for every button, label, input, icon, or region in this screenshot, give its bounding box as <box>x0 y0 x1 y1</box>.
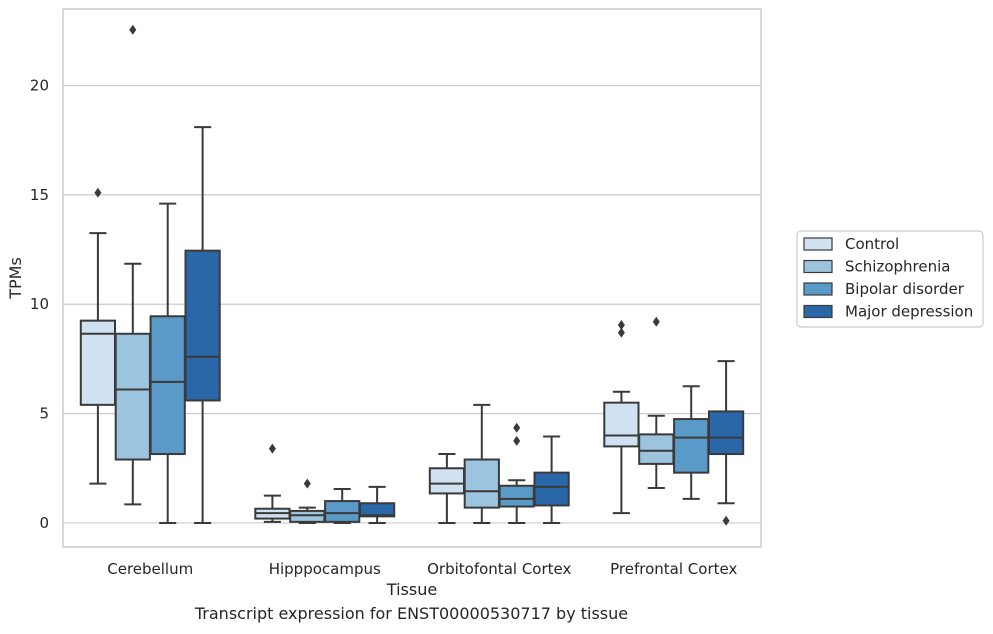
iqr-box <box>498 484 535 508</box>
legend-swatch <box>803 304 833 319</box>
iqr-box <box>289 509 326 523</box>
box-major-depression <box>184 126 221 524</box>
outlier-point <box>722 515 730 526</box>
legend-label: Major depression <box>845 303 973 321</box>
iqr-box <box>114 332 151 461</box>
legend: Control Schizophrenia Bipolar disorder Majo… <box>796 230 984 328</box>
box-schizophrenia <box>114 24 151 506</box>
box-major-depression <box>533 435 570 524</box>
box-control <box>254 443 291 523</box>
y-tick-label: 5 <box>39 405 49 423</box>
outlier-point <box>303 478 311 489</box>
outlier-point <box>513 422 521 433</box>
iqr-box <box>428 467 466 495</box>
iqr-box <box>603 401 640 448</box>
y-tick-labels: 0 5 10 15 20 <box>30 77 49 532</box>
box-bipolar-disorder <box>149 202 186 524</box>
box-bipolar-disorder <box>324 488 361 524</box>
box-groups <box>79 24 745 526</box>
box-major-depression <box>707 360 745 526</box>
box-schizophrenia <box>463 403 500 524</box>
chart-caption: Transcript expression for ENST0000053071… <box>194 604 629 623</box>
legend-swatch <box>803 259 833 274</box>
x-tick-label: Orbitofontal Cortex <box>427 560 571 578</box>
plot-frame <box>62 8 762 548</box>
legend-swatch <box>803 282 833 296</box>
x-tick-label: Prefrontal Cortex <box>610 560 737 578</box>
x-tick-label: Hipppocampus <box>269 560 381 578</box>
iqr-box <box>673 418 710 474</box>
outlier-point <box>617 327 625 338</box>
legend-label: Bipolar disorder <box>845 280 965 298</box>
box-control <box>603 320 640 515</box>
legend-label: Schizophrenia <box>845 258 950 276</box>
outlier-point <box>94 187 102 198</box>
outlier-point <box>129 24 137 35</box>
iqr-box <box>149 315 186 456</box>
y-tick-label: 20 <box>30 77 49 95</box>
iqr-box <box>184 249 221 402</box>
y-tick-label: 0 <box>39 514 49 532</box>
outlier-point <box>652 316 660 327</box>
legend-swatch <box>803 237 833 251</box>
outlier-point <box>617 320 625 331</box>
iqr-box <box>358 502 396 518</box>
iqr-box <box>463 458 500 509</box>
outlier-point <box>513 435 521 446</box>
box-bipolar-disorder <box>673 385 710 500</box>
legend-frame <box>796 230 984 328</box>
x-tick-label: Cerebellum <box>107 560 193 578</box>
y-tick-label: 10 <box>30 295 49 313</box>
y-axis-label: TPMs <box>6 257 25 300</box>
x-tick-labels: Cerebellum Hipppocampus Orbitofontal Corte… <box>107 560 737 578</box>
box-control <box>79 187 117 485</box>
iqr-box <box>533 471 570 507</box>
iqr-box <box>707 410 745 456</box>
box-schizophrenia <box>638 316 675 489</box>
box-major-depression <box>358 485 396 524</box>
iqr-box <box>324 500 361 523</box>
box-control <box>428 453 466 524</box>
iqr-box <box>638 433 675 465</box>
x-axis-label: Tissue <box>386 580 437 599</box>
legend-label: Control <box>845 235 899 253</box>
y-tick-label: 15 <box>30 186 49 204</box>
outlier-point <box>268 443 276 454</box>
